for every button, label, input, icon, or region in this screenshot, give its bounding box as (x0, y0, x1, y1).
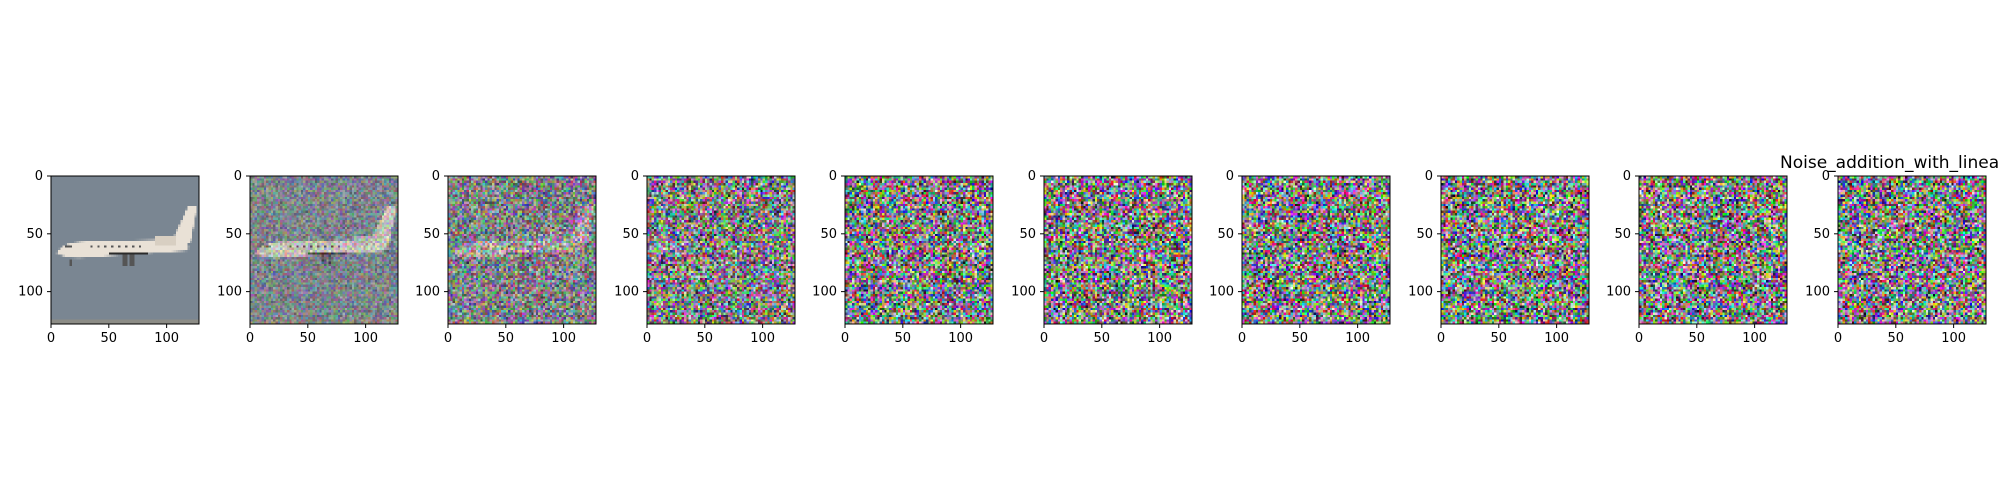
axes-frame (50, 175, 200, 325)
y-tick-label: 50 (423, 227, 440, 242)
x-tick-label: 100 (750, 331, 775, 346)
x-tick-label: 0 (1437, 331, 1445, 346)
x-tick-label: 50 (101, 331, 118, 346)
y-tick-label: 0 (1028, 169, 1036, 184)
y-tick-label: 100 (415, 285, 440, 300)
x-tick-label: 50 (1491, 331, 1508, 346)
y-tick-label: 100 (1011, 285, 1036, 300)
y-tick-label: 100 (1606, 285, 1631, 300)
image-panel: 0 50 100 0 50 100 (1805, 169, 1987, 346)
y-tick-label: 100 (18, 285, 43, 300)
y-tick-label: 50 (820, 227, 837, 242)
y-tick-label: 0 (432, 169, 440, 184)
image-panel: 0 50 100 0 50 100 (217, 169, 399, 346)
axes-frame (1638, 175, 1788, 325)
noisy-airplane-image (1441, 176, 1589, 324)
y-tick-label: 100 (812, 285, 837, 300)
axes-frame (646, 175, 796, 325)
noisy-airplane-image (1044, 176, 1192, 324)
x-tick-label: 0 (1834, 331, 1842, 346)
x-tick-label: 50 (300, 331, 317, 346)
x-tick-label: 0 (1635, 331, 1643, 346)
noisy-airplane-image (845, 176, 993, 324)
y-tick-label: 50 (225, 227, 242, 242)
noisy-airplane-image (1242, 176, 1390, 324)
x-tick-label: 100 (1941, 331, 1966, 346)
x-tick-label: 100 (1742, 331, 1767, 346)
x-tick-label: 100 (551, 331, 576, 346)
y-tick-label: 100 (614, 285, 639, 300)
x-tick-label: 100 (948, 331, 973, 346)
y-tick-label: 50 (1217, 227, 1234, 242)
x-tick-label: 0 (1040, 331, 1048, 346)
x-tick-label: 50 (1094, 331, 1111, 346)
y-tick-label: 100 (1408, 285, 1433, 300)
axes-frame (447, 175, 597, 325)
y-tick-label: 0 (234, 169, 242, 184)
image-panel: 0 50 100 0 50 100 (18, 169, 200, 346)
x-tick-label: 50 (1689, 331, 1706, 346)
y-tick-label: 50 (622, 227, 639, 242)
y-tick-label: 100 (1209, 285, 1234, 300)
x-tick-label: 100 (154, 331, 179, 346)
x-tick-label: 0 (643, 331, 651, 346)
image-panel: 0 50 100 0 50 100 (1209, 169, 1391, 346)
axes-frame (1837, 175, 1987, 325)
image-panel: 0 50 100 0 50 100 (1606, 169, 1788, 346)
y-tick-label: 0 (35, 169, 43, 184)
axes-frame (844, 175, 994, 325)
x-tick-label: 0 (444, 331, 452, 346)
y-tick-label: 0 (1623, 169, 1631, 184)
axes-frame (1043, 175, 1193, 325)
noisy-airplane-image (1838, 176, 1986, 324)
axes-frame (1241, 175, 1391, 325)
y-tick-label: 100 (1805, 285, 1830, 300)
y-tick-label: 0 (829, 169, 837, 184)
figure-title: Noise_addition_with_linear_ (1780, 153, 2000, 173)
y-tick-label: 0 (1425, 169, 1433, 184)
image-panel: 0 50 100 0 50 100 (614, 169, 796, 346)
noisy-airplane-image (448, 176, 596, 324)
noisy-airplane-image (647, 176, 795, 324)
y-tick-label: 50 (1019, 227, 1036, 242)
x-tick-label: 50 (1888, 331, 1905, 346)
x-tick-label: 0 (1238, 331, 1246, 346)
axes-frame (249, 175, 399, 325)
x-tick-label: 0 (246, 331, 254, 346)
x-tick-label: 100 (1544, 331, 1569, 346)
noisy-airplane-image (250, 176, 398, 324)
noisy-airplane-image (1639, 176, 1787, 324)
image-panel: 0 50 100 0 50 100 (1011, 169, 1193, 346)
y-tick-label: 0 (631, 169, 639, 184)
axes-frame (1440, 175, 1590, 325)
y-tick-label: 50 (1416, 227, 1433, 242)
noisy-airplane-image (51, 176, 199, 324)
y-tick-label: 0 (1822, 169, 1830, 184)
x-tick-label: 50 (1292, 331, 1309, 346)
x-tick-label: 100 (353, 331, 378, 346)
y-tick-label: 0 (1226, 169, 1234, 184)
image-panel: 0 50 100 0 50 100 (415, 169, 597, 346)
x-tick-label: 100 (1345, 331, 1370, 346)
image-panel: 0 50 100 0 50 100 (812, 169, 994, 346)
x-tick-label: 50 (697, 331, 714, 346)
x-tick-label: 100 (1147, 331, 1172, 346)
y-tick-label: 50 (1614, 227, 1631, 242)
image-panel: 0 50 100 0 50 100 (1408, 169, 1590, 346)
x-tick-label: 50 (498, 331, 515, 346)
x-tick-label: 0 (47, 331, 55, 346)
x-tick-label: 50 (895, 331, 912, 346)
x-tick-label: 0 (841, 331, 849, 346)
y-tick-label: 100 (217, 285, 242, 300)
y-tick-label: 50 (26, 227, 43, 242)
y-tick-label: 50 (1813, 227, 1830, 242)
